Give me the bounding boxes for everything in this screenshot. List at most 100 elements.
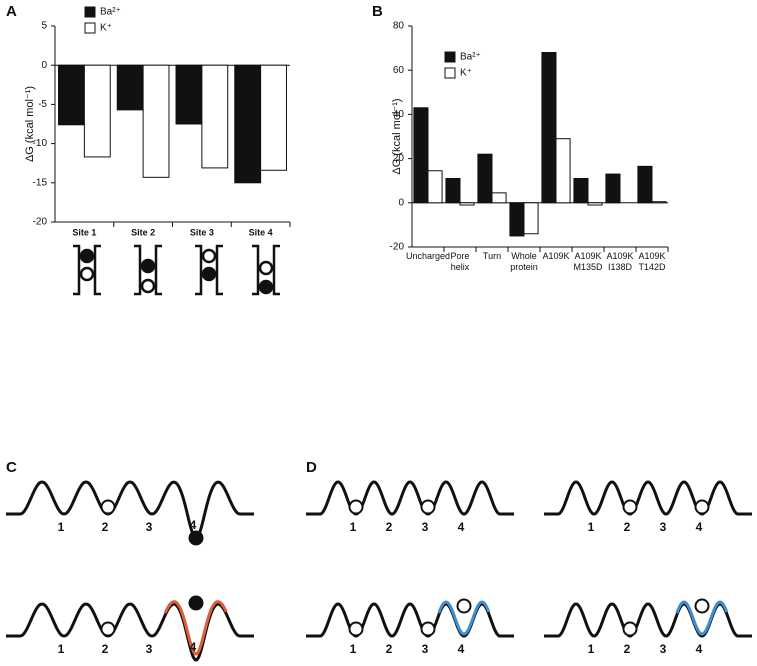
site-label: 3 <box>146 520 153 534</box>
y-tick-label: 5 <box>41 21 47 32</box>
ion <box>348 621 364 637</box>
y-tick-label: 0 <box>398 197 404 208</box>
y-tick-label: -20 <box>390 242 405 253</box>
site-label: 4 <box>190 518 197 532</box>
bar <box>427 170 443 204</box>
x-tick-label: A109K M135D <box>573 251 603 272</box>
site-label: 3 <box>660 642 667 656</box>
bar <box>605 173 621 204</box>
bar <box>445 177 461 204</box>
site-label: 4 <box>458 520 465 534</box>
legend-label: K⁺ <box>100 23 112 34</box>
y-tick-label: -20 <box>33 217 48 228</box>
y-tick-label: -10 <box>33 138 48 149</box>
site-label: 4 <box>696 642 703 656</box>
bar <box>413 107 429 204</box>
y-tick-label: -15 <box>33 177 48 188</box>
site-label: 1 <box>350 642 357 656</box>
panel-label: A <box>6 3 17 20</box>
site-label: 2 <box>624 520 631 534</box>
site-label: 2 <box>624 642 631 656</box>
energy-profile: 1 2 3 4 <box>6 595 254 662</box>
y-tick-label: -5 <box>38 99 47 110</box>
x-tick-label: Whole protein <box>510 251 538 272</box>
bar <box>116 64 144 111</box>
site-label: 3 <box>146 642 153 656</box>
ion <box>188 530 204 546</box>
y-tick-label: 0 <box>41 60 47 71</box>
site-label: 1 <box>58 642 65 656</box>
site-label: 4 <box>458 642 465 656</box>
legend-label: Ba²⁺ <box>100 7 121 18</box>
profile-line <box>544 602 752 638</box>
x-tick-label: Site 1 <box>72 227 96 237</box>
ion <box>420 621 436 637</box>
profile-line <box>6 480 254 540</box>
bar <box>523 202 539 235</box>
x-tick-label: Site 3 <box>190 227 214 237</box>
bar <box>491 192 507 204</box>
ion <box>456 598 472 614</box>
y-tick-label: 60 <box>393 65 405 76</box>
x-tick-label: Turn <box>483 251 501 261</box>
site-icons <box>73 244 280 296</box>
highlight <box>163 600 228 656</box>
ion <box>694 499 710 515</box>
bar <box>555 138 571 204</box>
ion <box>100 499 116 515</box>
site-label: 2 <box>386 642 393 656</box>
site-label: 1 <box>588 642 595 656</box>
bar <box>459 202 475 206</box>
site-label: 4 <box>190 640 197 654</box>
bar <box>477 153 493 204</box>
ion <box>100 621 116 637</box>
y-axis-label: ΔG (kcal mol⁻¹) <box>391 98 403 174</box>
bar <box>58 64 85 126</box>
ion <box>420 499 436 515</box>
site-label: 3 <box>422 642 429 656</box>
site-label: 1 <box>58 520 65 534</box>
x-tick-label: Pore helix <box>450 251 469 272</box>
panel-label: B <box>372 3 383 20</box>
legend-swatch <box>444 67 456 79</box>
profile-line <box>544 480 752 516</box>
legend-label: Ba²⁺ <box>460 52 481 63</box>
site-label: 1 <box>588 520 595 534</box>
bar <box>260 64 287 171</box>
bar <box>509 202 525 237</box>
panel-label: C <box>6 459 17 476</box>
y-tick-label: 40 <box>393 109 405 120</box>
site-label: 2 <box>386 520 393 534</box>
energy-profile: 1 2 3 4 <box>306 480 514 534</box>
legend-label: K⁺ <box>460 68 472 79</box>
y-tick-label: 80 <box>393 21 405 32</box>
bar <box>573 177 589 204</box>
highlight <box>437 600 491 636</box>
bar <box>175 64 203 125</box>
site-label: 2 <box>102 642 109 656</box>
y-axis-label: ΔG (kcal mol⁻¹) <box>24 86 36 162</box>
site-label: 1 <box>350 520 357 534</box>
bar <box>142 64 170 178</box>
energy-profile: 1 2 3 4 <box>6 480 254 546</box>
legend-swatch <box>444 51 456 63</box>
x-tick-label: Uncharged <box>406 251 450 261</box>
energy-profile: 1 2 3 4 <box>544 480 752 534</box>
energy-profile: 1 2 3 4 <box>306 598 514 656</box>
panel-label: D <box>306 459 317 476</box>
profile-line <box>6 602 254 662</box>
ion <box>622 499 638 515</box>
x-tick-label: A109K <box>542 251 569 261</box>
legend-swatch <box>84 22 96 34</box>
y-tick-label: 20 <box>393 153 405 164</box>
x-tick-label: Site 2 <box>131 227 155 237</box>
x-tick-label: Site 4 <box>249 227 273 237</box>
ion <box>348 499 364 515</box>
site-label: 4 <box>696 520 703 534</box>
site-label: 3 <box>422 520 429 534</box>
profile-line <box>306 602 514 638</box>
legend-swatch <box>84 6 96 18</box>
energy-profile: 1 2 3 4 <box>544 598 752 656</box>
bar <box>637 165 653 204</box>
